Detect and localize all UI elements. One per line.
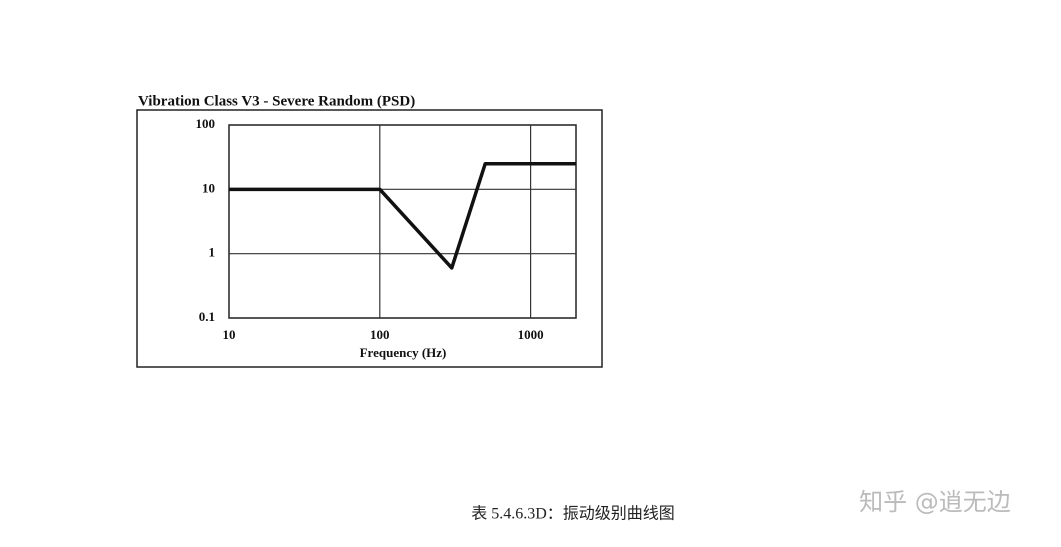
y-tick-label: 10: [202, 180, 215, 195]
watermark: 知乎 @逍无边: [859, 488, 1011, 516]
x-tick-label: 10: [223, 327, 236, 342]
plot-area: [228, 124, 577, 319]
x-tick-label: 1000: [518, 327, 544, 342]
x-tick-label: 100: [370, 327, 390, 342]
x-axis-label: Frequency (Hz): [360, 345, 447, 360]
y-tick-label: 0.1: [199, 309, 215, 324]
data-line: [229, 161, 576, 270]
chart-frame: [136, 109, 603, 368]
chart-title: Vibration Class V3 - Severe Random (PSD): [138, 93, 415, 109]
y-tick-label: 1: [209, 245, 216, 260]
y-tick-label: 100: [196, 116, 216, 131]
caption: 表 5.4.6.3D：振动级别曲线图: [471, 505, 675, 523]
